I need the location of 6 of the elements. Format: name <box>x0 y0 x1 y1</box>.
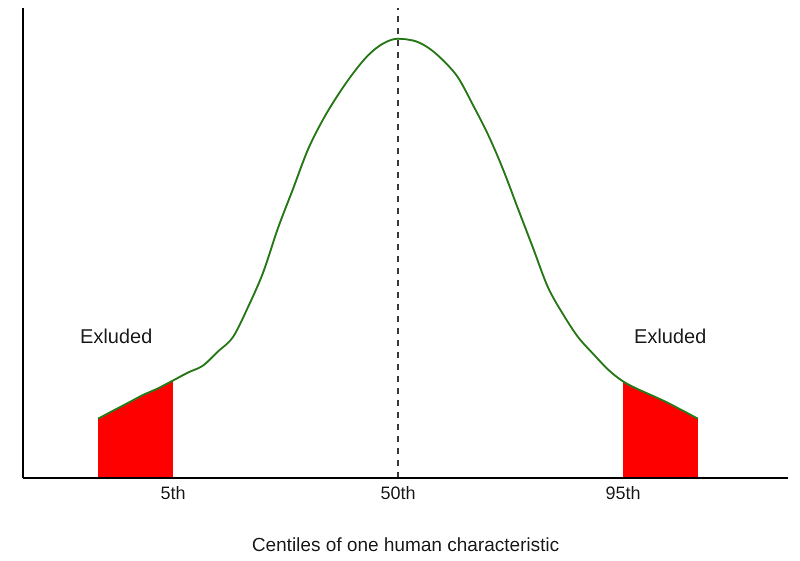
x-tick-label: 95th <box>605 482 641 503</box>
x-tick-label: 50th <box>380 482 416 503</box>
x-tick-label: 5th <box>160 482 186 503</box>
annotation: Exluded <box>80 326 152 349</box>
annotation: Exluded <box>634 326 706 349</box>
x-axis-title: Centiles of one human characteristic <box>252 535 560 556</box>
